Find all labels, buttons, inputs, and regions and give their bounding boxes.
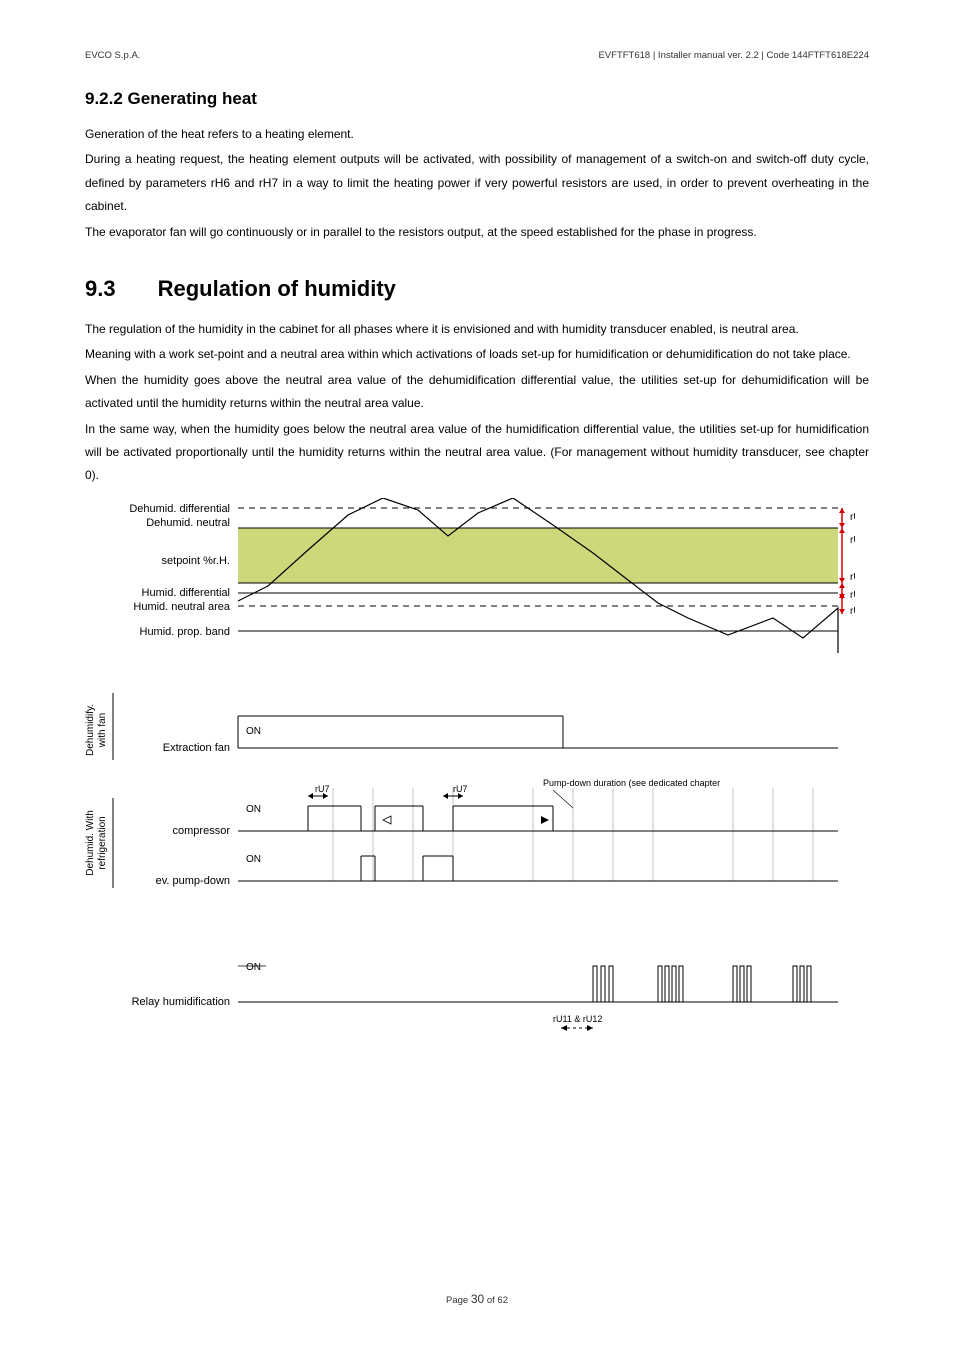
svg-text:Extraction fan: Extraction fan xyxy=(163,742,230,754)
para-93-1: The regulation of the humidity in the ca… xyxy=(85,318,869,341)
footer-total-pages: 62 xyxy=(497,1295,508,1306)
footer-current-page: 30 xyxy=(471,1292,484,1306)
svg-text:ON: ON xyxy=(246,962,261,973)
svg-text:setpoint %r.H.: setpoint %r.H. xyxy=(162,555,230,567)
svg-text:rU7: rU7 xyxy=(453,784,468,794)
svg-text:Humid. neutral area: Humid. neutral area xyxy=(133,601,230,613)
para-93-3: When the humidity goes above the neutral… xyxy=(85,369,869,416)
para-93-4: In the same way, when the humidity goes … xyxy=(85,418,869,488)
svg-text:with fan: with fan xyxy=(97,712,108,747)
page-footer: Page 30 of 62 xyxy=(0,1292,954,1306)
svg-text:ON: ON xyxy=(246,726,261,737)
heading-number: 9.2.2 xyxy=(85,89,123,108)
svg-text:rU6: rU6 xyxy=(850,535,855,546)
svg-text:rU8: rU8 xyxy=(850,590,855,601)
svg-text:rU10: rU10 xyxy=(850,606,855,617)
heading-title: Regulation of humidity xyxy=(158,276,396,301)
header-company: EVCO S.p.A. xyxy=(85,50,140,61)
page-header: EVCO S.p.A. EVFTFT618 | Installer manual… xyxy=(85,50,869,61)
svg-text:Humid. prop. band: Humid. prop. band xyxy=(140,626,231,638)
svg-text:ON: ON xyxy=(246,804,261,815)
svg-text:ev. pump-down: ev. pump-down xyxy=(156,875,230,887)
para-922-1: Generation of the heat refers to a heati… xyxy=(85,123,869,146)
svg-text:ON: ON xyxy=(246,854,261,865)
svg-text:Dehumidify.: Dehumidify. xyxy=(85,704,96,756)
heading-number: 9.3 xyxy=(85,276,116,301)
document-page: EVCO S.p.A. EVFTFT618 | Installer manual… xyxy=(0,0,954,1351)
footer-mid: of xyxy=(484,1295,497,1306)
para-922-2: During a heating request, the heating el… xyxy=(85,148,869,218)
humidity-regulation-chart: rU5 rU6 rU9 rU8 rU10 Dehumid. differential Deh… xyxy=(83,498,855,1063)
svg-text:Relay humidification: Relay humidification xyxy=(132,996,230,1008)
heading-93: 9.3 Regulation of humidity xyxy=(85,276,869,302)
svg-text:rU9: rU9 xyxy=(850,572,855,583)
svg-text:Dehumid. differential: Dehumid. differential xyxy=(129,503,230,515)
svg-text:compressor: compressor xyxy=(173,825,231,837)
footer-prefix: Page xyxy=(446,1295,471,1306)
heading-title: Generating heat xyxy=(128,89,257,108)
svg-text:Humid. differential: Humid. differential xyxy=(142,587,230,599)
svg-text:rU5: rU5 xyxy=(850,512,855,523)
svg-text:Pump-down duration (see dedica: Pump-down duration (see dedicated chapte… xyxy=(543,778,720,788)
svg-text:rU7: rU7 xyxy=(315,784,330,794)
svg-text:Dehumid. neutral: Dehumid. neutral xyxy=(146,517,230,529)
heading-922: 9.2.2 Generating heat xyxy=(85,89,869,109)
svg-text:rU11 & rU12: rU11 & rU12 xyxy=(553,1014,602,1024)
para-922-3: The evaporator fan will go continuously … xyxy=(85,221,869,244)
para-93-2: Meaning with a work set-point and a neut… xyxy=(85,343,869,366)
svg-text:refrigeration: refrigeration xyxy=(97,816,108,869)
header-doc-info: EVFTFT618 | Installer manual ver. 2.2 | … xyxy=(598,50,869,61)
svg-text:Dehumid. With: Dehumid. With xyxy=(85,810,96,876)
